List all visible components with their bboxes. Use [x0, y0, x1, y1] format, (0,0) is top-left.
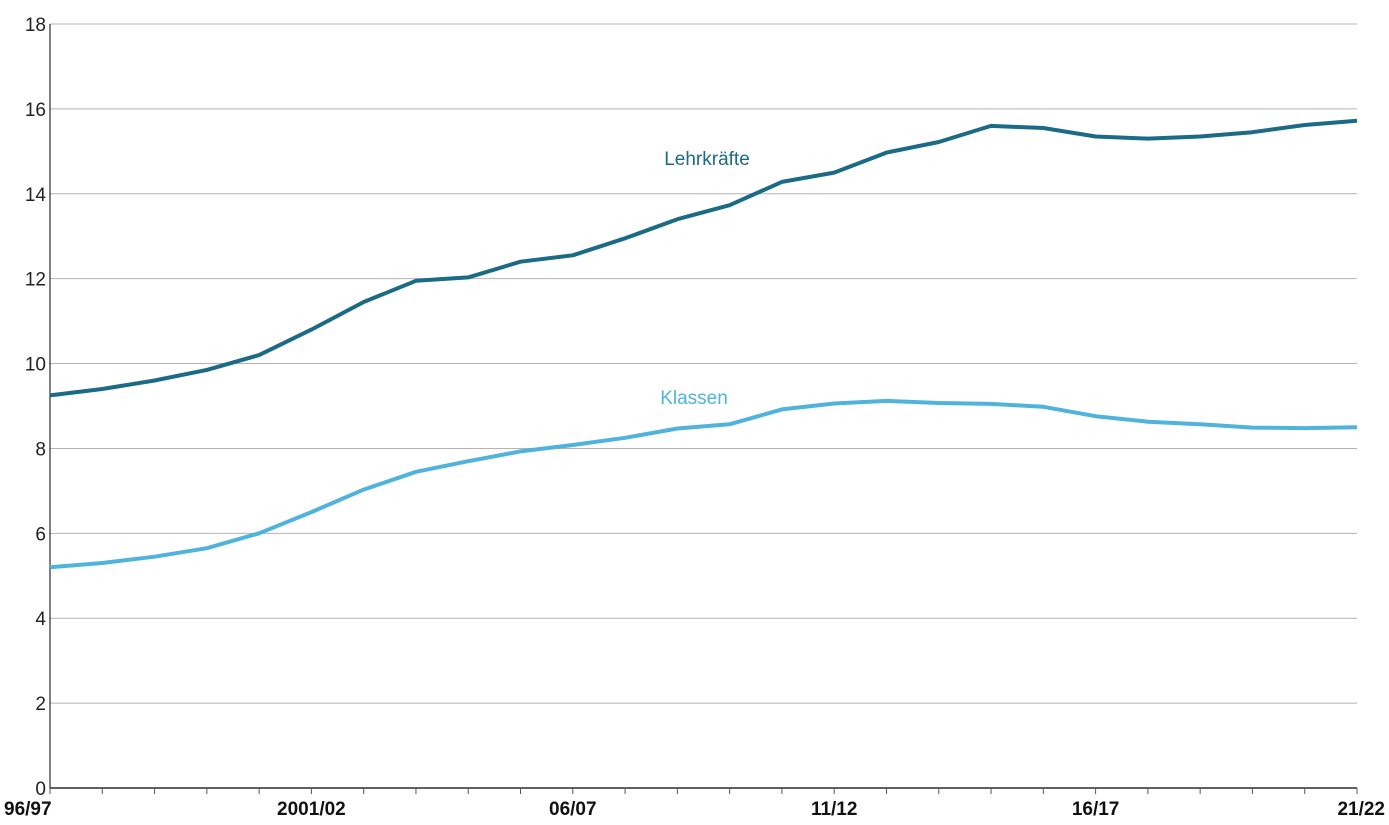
y-tick-label: 18: [25, 15, 46, 36]
x-tick-label: 96/97: [4, 799, 52, 820]
y-tick-label: 10: [25, 355, 46, 376]
y-tick-label: 8: [35, 439, 46, 460]
x-tick-label: 11/12: [811, 799, 858, 820]
y-tick-label: 16: [25, 100, 46, 121]
y-tick-label: 12: [25, 270, 46, 291]
y-tick-label: 6: [35, 524, 46, 545]
y-tick-label: 4: [35, 609, 46, 630]
y-axis-ticks: 0 2 4 6 8 10 12 14 16 18: [25, 15, 47, 800]
y-tick-label: 0: [35, 779, 46, 800]
series-label: Lehrkräfte: [664, 149, 750, 170]
grid-lines: [50, 23, 1357, 704]
series-line-klassen: [49, 398, 1358, 570]
series-lines: [49, 118, 1358, 570]
x-axis-ticks: 96/97 2001/02 06/07 11/12 16/17 21/22: [4, 788, 1385, 820]
y-tick-label: 14: [25, 185, 47, 206]
axes: [49, 24, 1357, 789]
x-tick-label: 16/17: [1072, 799, 1120, 820]
series-line-lehrkraefte: [49, 118, 1358, 398]
y-tick-label: 2: [35, 694, 46, 715]
x-tick-label: 2001/02: [277, 799, 346, 820]
x-tick-label: 06/07: [549, 799, 597, 820]
x-tick-label: 21/22: [1337, 799, 1385, 820]
series-labels: Lehrkräfte Klassen: [660, 149, 750, 409]
series-label: Klassen: [660, 388, 728, 409]
